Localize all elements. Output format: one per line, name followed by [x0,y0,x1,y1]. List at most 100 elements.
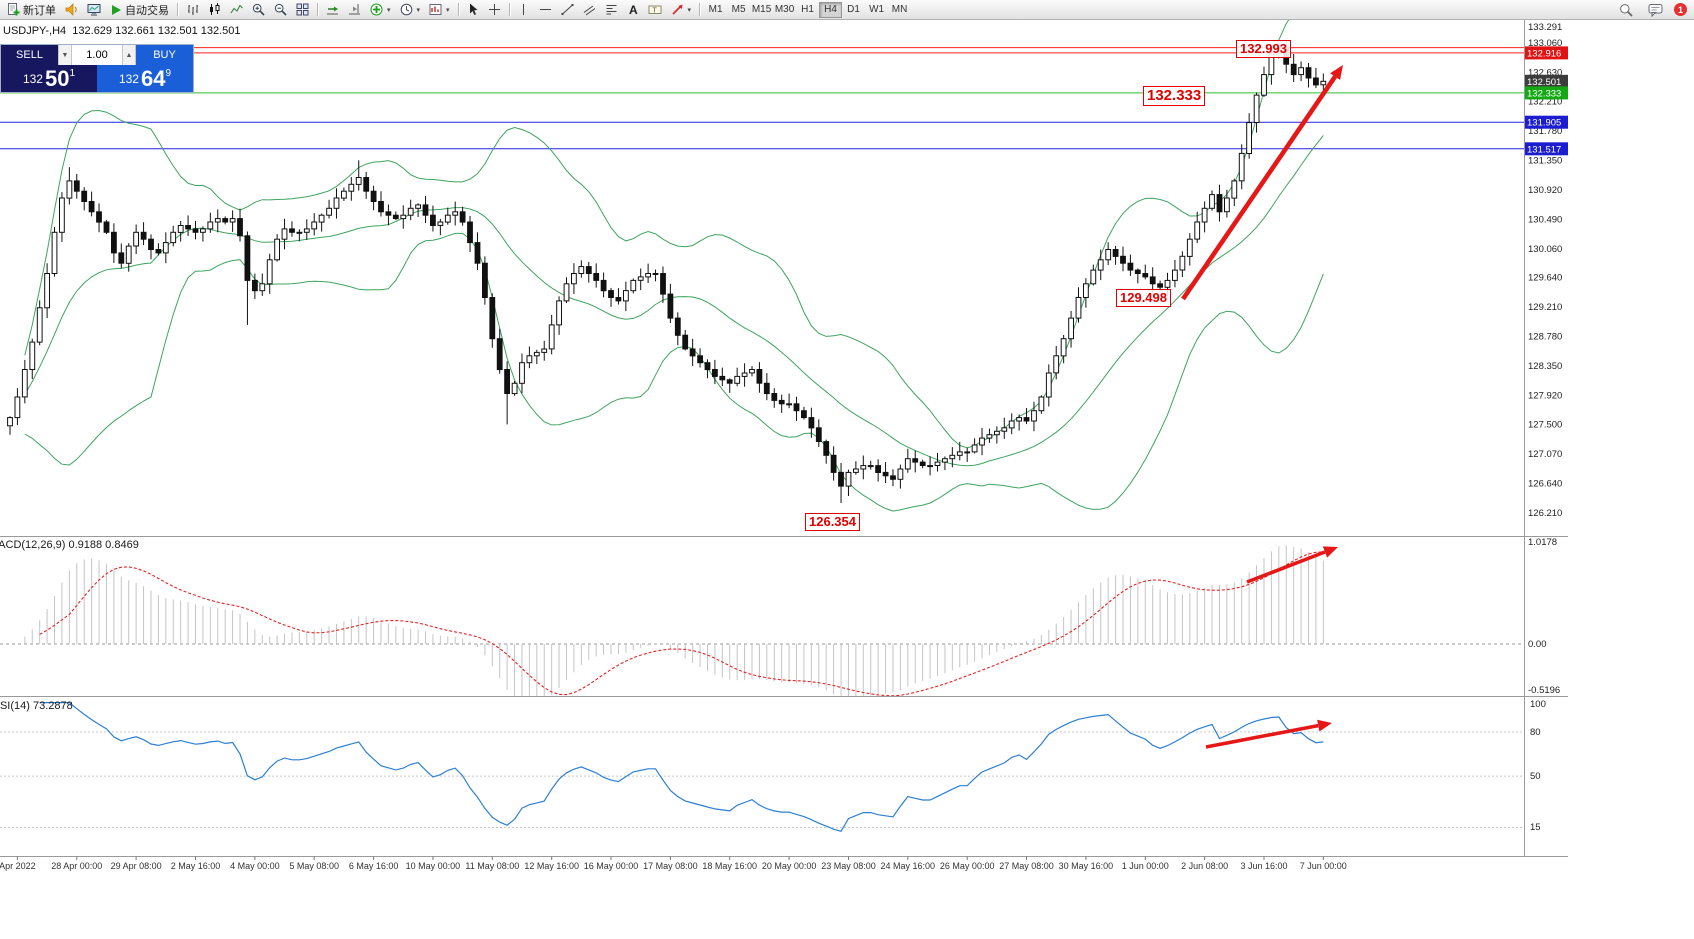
fibonacci-icon [606,5,617,15]
crosshair-button[interactable] [484,1,505,18]
notification-badge[interactable]: 1 [1674,3,1687,16]
bar-chart-button[interactable] [182,1,203,18]
svg-text:Apr 2022: Apr 2022 [0,861,36,871]
svg-text:128.780: 128.780 [1528,332,1562,343]
zoom-in-button[interactable] [248,1,269,18]
svg-text:132.333: 132.333 [1527,88,1561,99]
tile-windows-button[interactable] [292,1,313,18]
svg-text:80: 80 [1530,727,1541,738]
timeframe-w1[interactable]: W1 [865,2,888,18]
svg-text:131.517: 131.517 [1527,144,1561,155]
text-button[interactable]: A [623,1,643,18]
symbol-info: USDJPY-,H4 132.629 132.661 132.501 132.5… [3,25,241,37]
timeframe-mn[interactable]: MN [888,2,911,18]
volume-increase-button[interactable]: ▲ [122,45,136,65]
svg-text:126.210: 126.210 [1528,508,1562,519]
svg-text:5 May 08:00: 5 May 08:00 [289,861,339,871]
rsi-indicator-label: RSI(14) 73.2878 [0,700,73,712]
macd-indicator-label: MACD(12,26,9) 0.9188 0.8469 [0,539,139,551]
alerts-button[interactable] [61,1,82,18]
periods-button[interactable]: ▾ [396,1,425,18]
svg-text:2 May 16:00: 2 May 16:00 [171,861,221,871]
svg-text:16 May 00:00: 16 May 00:00 [584,861,639,871]
arrows-button[interactable]: ▾ [667,1,696,18]
bid-main: 132 [22,71,43,86]
auto-scroll-button[interactable] [322,1,343,18]
svg-text:18 May 16:00: 18 May 16:00 [702,861,757,871]
svg-text:15: 15 [1530,822,1541,833]
toolbar-separator [457,3,459,16]
autotrading-button[interactable]: 自动交易 [106,1,173,18]
svg-text:T: T [652,8,657,15]
tile-windows-icon [296,3,309,16]
svg-text:23 May 08:00: 23 May 08:00 [821,861,876,871]
line-chart-icon [230,4,243,14]
buy-button[interactable]: BUY [136,45,193,65]
chat-button[interactable] [1644,1,1667,18]
price-callout-129-498[interactable]: 129.498 [1116,289,1171,307]
svg-text:29 Apr 08:00: 29 Apr 08:00 [111,861,162,871]
price-callout-126-354[interactable]: 126.354 [805,513,860,531]
indicators-button[interactable]: ▾ [366,1,395,18]
text-icon: A [629,3,638,16]
arrow-object-icon [671,4,683,15]
svg-text:A: A [629,3,638,16]
zoom-out-button[interactable] [270,1,291,18]
horizontal-line-button[interactable] [535,1,556,18]
text-label-button[interactable]: T [644,1,666,18]
dropdown-caret-icon: ▾ [446,6,450,14]
ask-price[interactable]: 132 64 9 [97,65,193,92]
channel-button[interactable] [579,1,600,18]
price-callout-132-333[interactable]: 132.333 [1143,86,1206,106]
svg-text:132.916: 132.916 [1527,48,1561,59]
ask-sup: 9 [165,68,172,79]
cursor-arrow-icon [469,3,478,15]
candlestick-chart-button[interactable] [204,1,225,18]
timeframe-m1[interactable]: M1 [704,2,727,18]
chart-shift-button[interactable] [344,1,365,18]
svg-text:100: 100 [1530,699,1546,710]
svg-text:129.640: 129.640 [1528,273,1562,284]
svg-text:6 May 16:00: 6 May 16:00 [349,861,399,871]
svg-text:0.00: 0.00 [1528,639,1547,650]
timeframe-m30[interactable]: M30 [773,2,796,18]
templates-icon [429,4,442,15]
new-order-button[interactable]: 新订单 [3,1,60,18]
autotrading-play-icon [112,4,121,15]
svg-text:24 May 16:00: 24 May 16:00 [881,861,936,871]
timeframe-h4[interactable]: H4 [819,1,843,18]
svg-text:20 May 00:00: 20 May 00:00 [762,861,817,871]
line-chart-button[interactable] [226,1,247,18]
svg-text:126.640: 126.640 [1528,478,1562,489]
trendline-button[interactable] [557,1,578,18]
trendline-icon [561,4,574,15]
triangle-up-icon: ▲ [125,51,133,59]
chart-window-button[interactable] [83,1,105,18]
price-callout-132-993[interactable]: 132.993 [1236,40,1291,58]
vertical-line-button[interactable] [514,1,534,18]
timeframe-d1[interactable]: D1 [842,2,865,18]
timeframe-m15[interactable]: M15 [750,2,773,18]
svg-text:7 Jun 00:00: 7 Jun 00:00 [1300,861,1347,871]
fibonacci-button[interactable] [601,1,622,18]
volume-input[interactable] [72,45,122,65]
cursor-button[interactable] [463,1,483,18]
bid-price[interactable]: 132 50 1 [1,65,97,92]
bid-big: 50 [44,65,70,91]
triangle-down-icon: ▼ [61,51,69,59]
zoom-out-icon [274,3,287,16]
volume-decrease-button[interactable]: ▼ [58,45,72,65]
svg-text:128.350: 128.350 [1528,361,1562,372]
search-button[interactable] [1615,1,1637,18]
chart-canvas[interactable]: 133.291 133.060 132.630 132.210 131.780 131.3… [0,19,1568,939]
svg-text:132.630: 132.630 [1528,68,1562,79]
svg-text:1.0178: 1.0178 [1528,537,1557,548]
sell-button[interactable]: SELL [1,45,58,65]
timeframe-m5[interactable]: M5 [727,2,750,18]
megaphone-icon [65,3,77,16]
ask-big: 64 [140,65,166,91]
timeframe-h1[interactable]: H1 [796,2,819,18]
templates-button[interactable]: ▾ [425,1,454,18]
clock-icon [400,3,412,16]
svg-text:28 Apr 00:00: 28 Apr 00:00 [51,861,102,871]
